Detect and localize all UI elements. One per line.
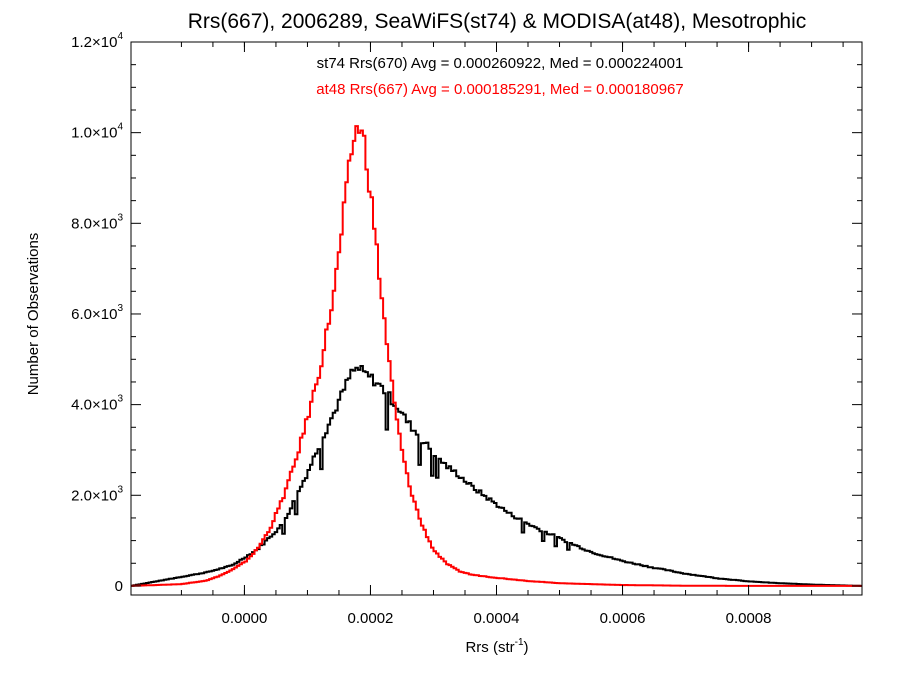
x-axis-label: Rrs (str-1) — [465, 637, 528, 656]
y-tick-label-exponent: 3 — [117, 303, 123, 314]
y-tick-label-exponent: 3 — [117, 212, 123, 223]
y-tick-label-base: 8.0×10 — [71, 215, 117, 232]
y-tick-label-base: 4.0×10 — [71, 397, 117, 414]
y-tick-label: 4.0×103 — [71, 394, 123, 414]
y-tick-label-exponent: 4 — [117, 122, 123, 133]
y-tick-label: 0 — [115, 578, 123, 595]
y-tick-label-base: 0 — [115, 578, 123, 595]
y-tick-label: 6.0×103 — [71, 303, 123, 323]
x-tick-label: 0.0000 — [221, 610, 267, 627]
y-tick-label: 1.2×104 — [71, 31, 123, 51]
x-axis-label-superscript: -1 — [515, 637, 524, 648]
y-tick-label-exponent: 4 — [117, 31, 123, 42]
axes-layer: 0.0000 0.0002 0.0004 0.0006 0.000802.0×1034.… — [71, 31, 863, 627]
y-tick-label: 8.0×103 — [71, 212, 123, 232]
y-axis-label: Number of Observations — [25, 233, 42, 396]
series-line-0 — [131, 365, 862, 587]
x-tick-label: 0.0008 — [726, 610, 772, 627]
chart-title: Rrs(667), 2006289, SeaWiFS(st74) & MODIS… — [188, 10, 807, 33]
y-tick-label-exponent: 3 — [117, 484, 123, 495]
legend-annotation-at48: at48 Rrs(667) Avg = 0.000185291, Med = 0… — [316, 81, 684, 98]
legend-annotation-st74: st74 Rrs(670) Avg = 0.000260922, Med = 0… — [317, 55, 684, 72]
y-tick-label-base: 1.0×10 — [71, 125, 117, 142]
y-tick-label: 1.0×104 — [71, 122, 123, 142]
y-tick-label-base: 1.2×10 — [71, 34, 117, 51]
x-tick-label: 0.0006 — [600, 610, 646, 627]
y-tick-label-base: 2.0×10 — [71, 487, 117, 504]
y-tick-label: 2.0×103 — [71, 484, 123, 504]
series-layer — [131, 125, 862, 587]
y-tick-label-exponent: 3 — [117, 394, 123, 405]
y-tick-label-base: 6.0×10 — [71, 306, 117, 323]
x-tick-label: 0.0002 — [348, 610, 394, 627]
x-axis-label-main: Rrs (str — [465, 639, 514, 656]
series-line-1 — [131, 125, 862, 587]
plot-frame — [130, 41, 863, 596]
x-tick-label: 0.0004 — [474, 610, 520, 627]
x-axis-label-close: ) — [524, 639, 529, 656]
